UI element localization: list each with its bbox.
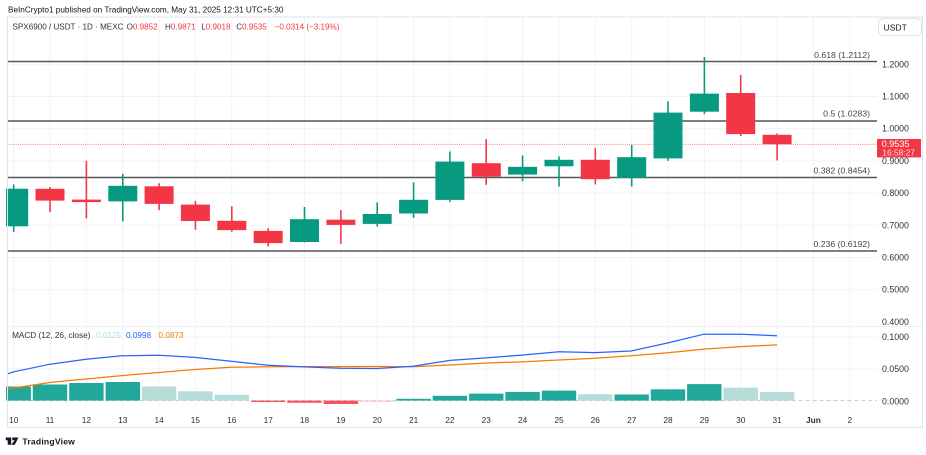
svg-text:0.1000: 0.1000: [882, 332, 909, 342]
svg-text:12: 12: [82, 415, 92, 425]
svg-text:28: 28: [663, 415, 673, 425]
svg-text:USDT: USDT: [883, 22, 907, 32]
svg-text:19: 19: [336, 415, 346, 425]
svg-text:0.4000: 0.4000: [882, 317, 909, 327]
svg-text:30: 30: [736, 415, 746, 425]
svg-text:27: 27: [627, 415, 637, 425]
svg-text:11: 11: [46, 415, 55, 425]
svg-text:0.8000: 0.8000: [882, 188, 909, 198]
svg-text:TradingView: TradingView: [22, 436, 75, 446]
svg-text:10: 10: [9, 415, 19, 425]
svg-text:Jun: Jun: [806, 415, 821, 425]
svg-text:0.5 (1.0283): 0.5 (1.0283): [823, 108, 870, 118]
svg-text:20: 20: [373, 415, 383, 425]
svg-text:21: 21: [409, 415, 419, 425]
svg-text:31: 31: [772, 415, 782, 425]
svg-text:0.0000: 0.0000: [882, 396, 909, 406]
svg-text:2: 2: [847, 415, 852, 425]
svg-text:0.0500: 0.0500: [882, 364, 909, 374]
svg-text:16: 16: [227, 415, 237, 425]
svg-text:13: 13: [118, 415, 128, 425]
svg-text:0.618 (1.2112): 0.618 (1.2112): [814, 50, 870, 60]
svg-text:16:58:27: 16:58:27: [882, 148, 915, 158]
svg-text:25: 25: [554, 415, 564, 425]
svg-text:0.236 (0.6192): 0.236 (0.6192): [813, 239, 870, 249]
svg-text:0.382 (0.8454): 0.382 (0.8454): [813, 166, 870, 176]
svg-text:0.6000: 0.6000: [882, 253, 909, 263]
svg-text:22: 22: [445, 415, 455, 425]
svg-text:23: 23: [482, 415, 492, 425]
svg-text:15: 15: [191, 415, 201, 425]
svg-text:1.2000: 1.2000: [882, 59, 909, 69]
svg-text:0.5000: 0.5000: [882, 285, 909, 295]
svg-text:14: 14: [154, 415, 164, 425]
svg-text:1.1000: 1.1000: [882, 92, 909, 102]
svg-text:BeInCrypto1 published on Tradi: BeInCrypto1 published on TradingView.com…: [8, 6, 284, 15]
svg-text:0.7000: 0.7000: [882, 220, 909, 230]
svg-text:0.9000: 0.9000: [882, 156, 909, 166]
svg-text:29: 29: [700, 415, 710, 425]
svg-text:26: 26: [591, 415, 601, 425]
svg-text:1.0000: 1.0000: [882, 124, 909, 134]
svg-text:0.9535: 0.9535: [882, 139, 910, 149]
svg-text:17: 17: [264, 415, 274, 425]
svg-text:18: 18: [300, 415, 310, 425]
svg-text:24: 24: [518, 415, 528, 425]
